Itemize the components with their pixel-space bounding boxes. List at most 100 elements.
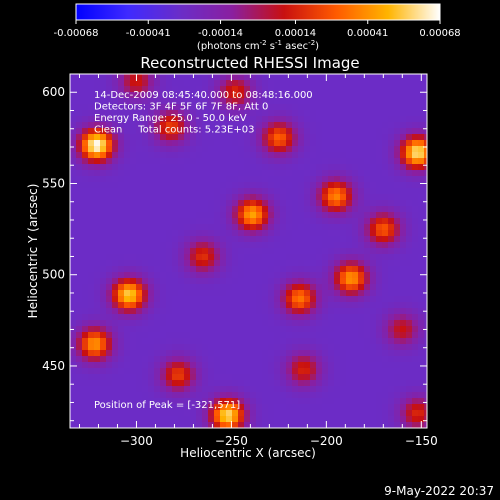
heatmap-cell <box>286 410 293 417</box>
heatmap-cell <box>418 182 425 189</box>
heatmap-cell <box>424 368 427 375</box>
heatmap-cell <box>346 218 353 225</box>
heatmap-cell <box>280 260 287 267</box>
heatmap-cell <box>256 326 263 333</box>
heatmap-cell <box>346 200 353 207</box>
heatmap-cell <box>280 404 287 411</box>
heatmap-cell <box>160 194 167 201</box>
heatmap-cell <box>100 182 107 189</box>
heatmap-cell <box>346 254 353 261</box>
heatmap-cell <box>250 350 257 357</box>
heatmap-cell <box>130 242 137 249</box>
heatmap-cell <box>214 290 221 297</box>
heatmap-cell <box>334 74 341 81</box>
heatmap-cell <box>226 248 233 255</box>
heatmap-cell <box>244 272 251 279</box>
heatmap-cell <box>124 224 131 231</box>
heatmap-cell <box>202 404 209 411</box>
heatmap-cell <box>322 350 329 357</box>
heatmap-cell <box>124 128 131 135</box>
heatmap-cell <box>82 344 89 351</box>
heatmap-cell <box>262 308 269 315</box>
heatmap-cell <box>208 404 215 411</box>
heatmap-cell <box>388 200 395 207</box>
heatmap-cell <box>298 134 305 141</box>
heatmap-cell <box>424 74 427 81</box>
heatmap-cell <box>190 224 197 231</box>
heatmap-cell <box>226 380 233 387</box>
heatmap-cell <box>226 206 233 213</box>
heatmap-cell <box>388 338 395 345</box>
heatmap-cell <box>166 326 173 333</box>
heatmap-cell <box>124 194 131 201</box>
heatmap-cell <box>376 260 383 267</box>
heatmap-cell <box>394 338 401 345</box>
heatmap-cell <box>76 374 83 381</box>
heatmap-cell <box>244 290 251 297</box>
heatmap-cell <box>154 74 161 81</box>
heatmap-cell <box>190 194 197 201</box>
heatmap-cell <box>376 284 383 291</box>
heatmap-cell <box>400 416 407 423</box>
heatmap-cell <box>76 272 83 279</box>
heatmap-cell <box>88 374 95 381</box>
heatmap-cell <box>304 296 311 303</box>
heatmap-cell <box>334 230 341 237</box>
heatmap-cell <box>202 230 209 237</box>
heatmap-cell <box>334 164 341 171</box>
heatmap-cell <box>202 128 209 135</box>
heatmap-cell <box>214 176 221 183</box>
heatmap-cell <box>172 338 179 345</box>
heatmap-cell <box>160 392 167 399</box>
heatmap-cell <box>376 416 383 423</box>
heatmap-cell <box>76 242 83 249</box>
heatmap-cell <box>328 290 335 297</box>
heatmap-cell <box>130 278 137 285</box>
heatmap-cell <box>118 230 125 237</box>
heatmap-cell <box>232 164 239 171</box>
heatmap-cell <box>370 218 377 225</box>
heatmap-cell <box>268 194 275 201</box>
heatmap-cell <box>340 146 347 153</box>
heatmap-cell <box>208 398 215 405</box>
heatmap-cell <box>178 278 185 285</box>
heatmap-cell <box>286 392 293 399</box>
heatmap-cell <box>118 416 125 423</box>
heatmap-cell <box>298 422 305 428</box>
heatmap-cell <box>232 146 239 153</box>
heatmap-cell <box>388 284 395 291</box>
heatmap-cell <box>142 194 149 201</box>
heatmap-cell <box>196 308 203 315</box>
heatmap-cell <box>82 188 89 195</box>
heatmap-cell <box>190 416 197 423</box>
heatmap-cell <box>154 140 161 147</box>
heatmap-cell <box>412 92 419 99</box>
heatmap-cell <box>406 356 413 363</box>
heatmap-cell <box>370 314 377 321</box>
heatmap-cell <box>202 416 209 423</box>
heatmap-cell <box>256 164 263 171</box>
heatmap-cell <box>76 284 83 291</box>
heatmap-cell <box>172 212 179 219</box>
heatmap-cell <box>220 338 227 345</box>
heatmap-cell <box>148 392 155 399</box>
heatmap-cell <box>292 326 299 333</box>
heatmap-cell <box>262 284 269 291</box>
heatmap-cell <box>340 236 347 243</box>
heatmap-cell <box>352 290 359 297</box>
heatmap-cell <box>154 290 161 297</box>
heatmap-cell <box>424 110 427 117</box>
heatmap-cell <box>358 368 365 375</box>
heatmap-cell <box>94 104 101 111</box>
heatmap-cell <box>166 86 173 93</box>
heatmap-cell <box>310 350 317 357</box>
heatmap-cell <box>220 104 227 111</box>
heatmap-cell <box>376 86 383 93</box>
heatmap-cell <box>232 206 239 213</box>
heatmap-cell <box>370 284 377 291</box>
heatmap-cell <box>190 236 197 243</box>
heatmap-cell <box>166 296 173 303</box>
heatmap-cell <box>364 200 371 207</box>
heatmap-cell <box>172 416 179 423</box>
heatmap-cell <box>268 272 275 279</box>
